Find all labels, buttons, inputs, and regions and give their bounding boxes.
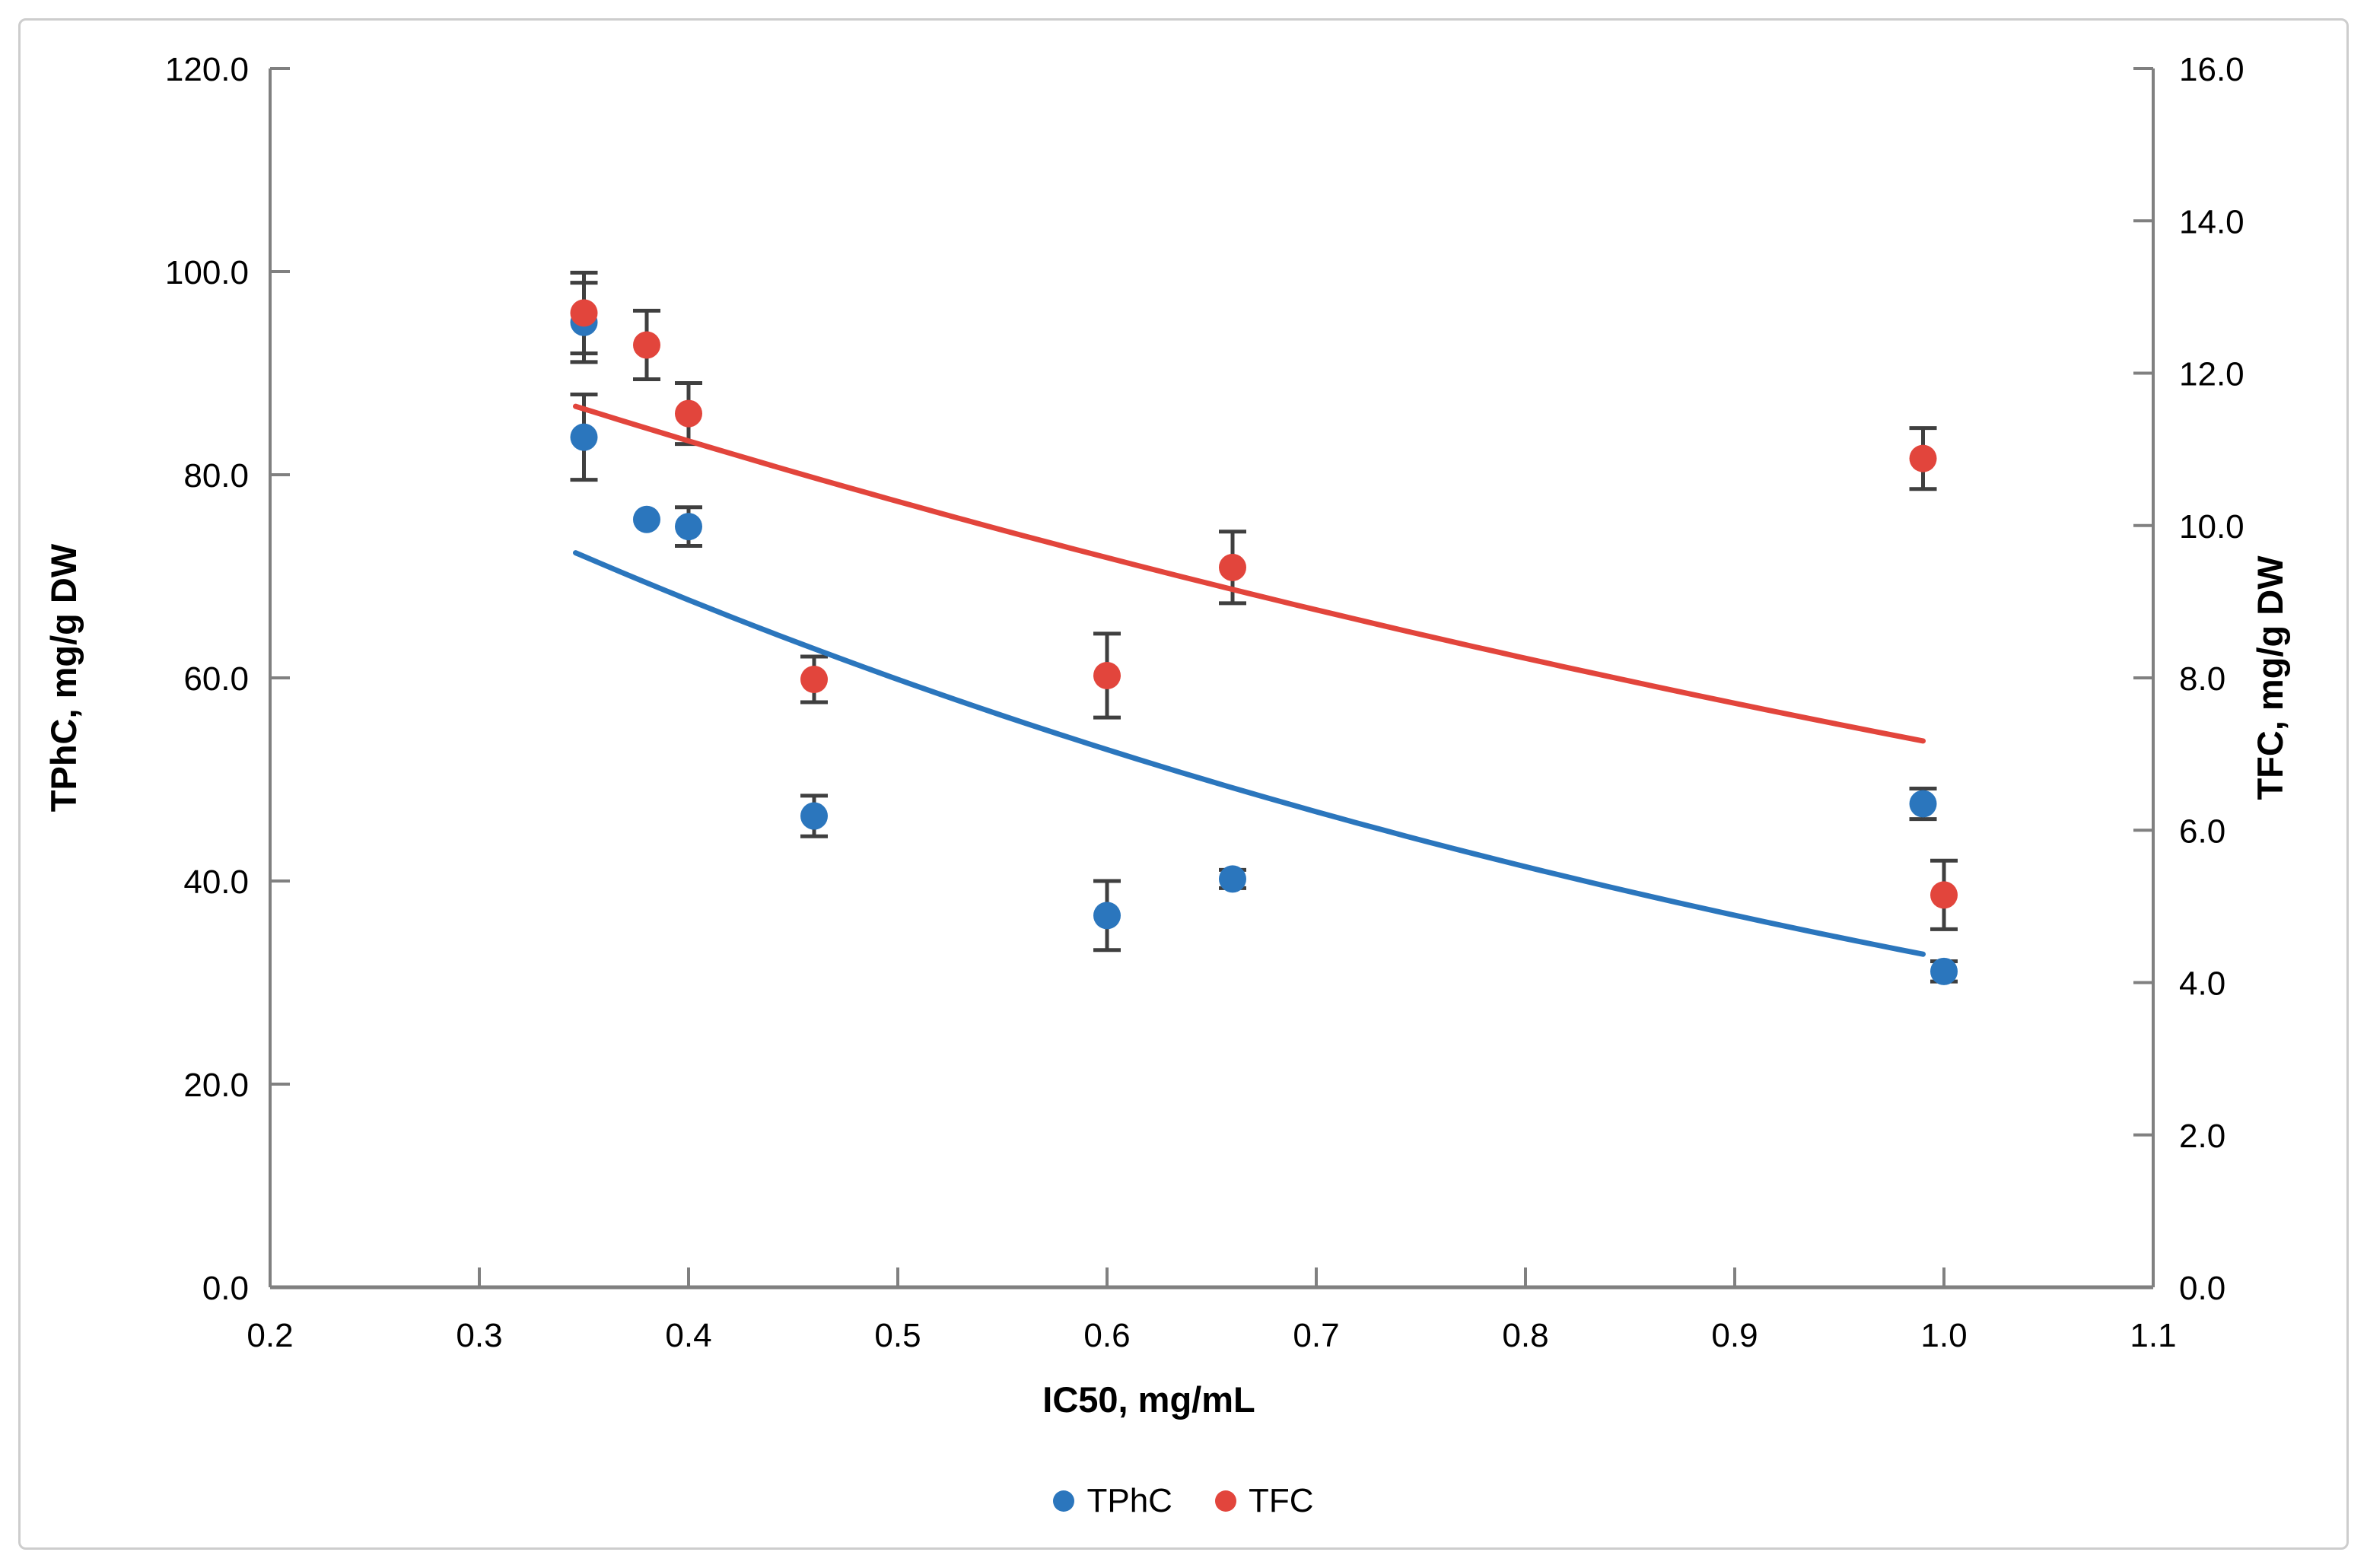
y-left-tick-label: 120.0 [165, 51, 249, 88]
data-point-tfc [1930, 881, 1958, 909]
x-tick-label: 0.5 [874, 1317, 921, 1354]
y-right-tick-label: 6.0 [2179, 813, 2225, 850]
data-point-tphc [675, 513, 702, 541]
x-tick-label: 0.4 [665, 1317, 711, 1354]
legend-item-tfc[interactable]: TFC [1214, 1482, 1314, 1520]
data-point-tfc [1909, 444, 1937, 472]
y-right-tick-label: 16.0 [2179, 51, 2245, 88]
errorbar-layer [570, 270, 1958, 984]
x-tick-label: 0.2 [247, 1317, 293, 1354]
x-tick-label: 0.8 [1502, 1317, 1548, 1354]
legend: TPhC TFC [0, 1482, 2367, 1520]
data-point-tfc [570, 299, 598, 327]
y-right-tick-label: 2.0 [2179, 1118, 2225, 1155]
x-tick-label: 0.3 [456, 1317, 502, 1354]
trendline-layer [573, 403, 1926, 957]
data-point-tfc [1093, 661, 1121, 689]
y-right-tick-label: 10.0 [2179, 508, 2245, 545]
x-tick-label: 0.9 [1711, 1317, 1758, 1354]
y-left-tick-label: 60.0 [183, 660, 249, 698]
data-point-tfc [1219, 553, 1246, 581]
legend-label-tphc: TPhC [1086, 1482, 1172, 1519]
data-point-tphc [1930, 957, 1958, 985]
y-right-tick-label: 8.0 [2179, 660, 2225, 698]
axes-layer: 0.0 20.0 40.0 60.0 80.0 100.0 120.0 0.0 2.0 4.0 6.… [165, 51, 2245, 1354]
point-layer [570, 299, 1958, 985]
y-right-tick-label: 12.0 [2179, 356, 2245, 393]
y-left-tick-label: 20.0 [183, 1067, 249, 1104]
x-axis-title: IC50, mg/mL [1042, 1379, 1255, 1420]
y-right-tick-label: 0.0 [2179, 1270, 2225, 1307]
figure-border [18, 18, 2349, 1550]
y-right-tick-label: 14.0 [2179, 203, 2245, 240]
legend-item-tphc[interactable]: TPhC [1053, 1482, 1172, 1520]
y-right-axis-title: TFC, mg/g DW [2250, 555, 2290, 800]
tfc-marker-icon [1214, 1490, 1236, 1512]
data-point-tphc [800, 802, 828, 830]
data-point-tfc [675, 399, 702, 428]
y-left-tick-label: 80.0 [183, 457, 249, 495]
data-point-tfc [800, 666, 828, 694]
legend-label-tfc: TFC [1248, 1482, 1314, 1519]
data-point-tphc [1219, 865, 1246, 893]
x-tick-label: 1.1 [2130, 1317, 2176, 1354]
y-left-tick-label: 100.0 [165, 254, 249, 291]
y-left-tick-label: 40.0 [183, 864, 249, 901]
data-point-tphc [570, 423, 598, 451]
tphc-marker-icon [1053, 1490, 1075, 1512]
x-tick-label: 0.7 [1293, 1317, 1339, 1354]
y-left-tick-label: 0.0 [202, 1270, 249, 1307]
y-right-tick-label: 4.0 [2179, 965, 2225, 1003]
trendline-tfc [573, 403, 1926, 744]
x-tick-label: 1.0 [1920, 1317, 1967, 1354]
data-point-tphc [1093, 902, 1121, 930]
trendline-tphc [573, 550, 1926, 957]
y-left-axis-title: TPhC, mg/g DW [43, 543, 84, 812]
data-point-tfc [633, 331, 660, 359]
data-point-tphc [633, 505, 660, 533]
x-tick-label: 0.6 [1083, 1317, 1130, 1354]
data-point-tphc [1909, 790, 1937, 818]
